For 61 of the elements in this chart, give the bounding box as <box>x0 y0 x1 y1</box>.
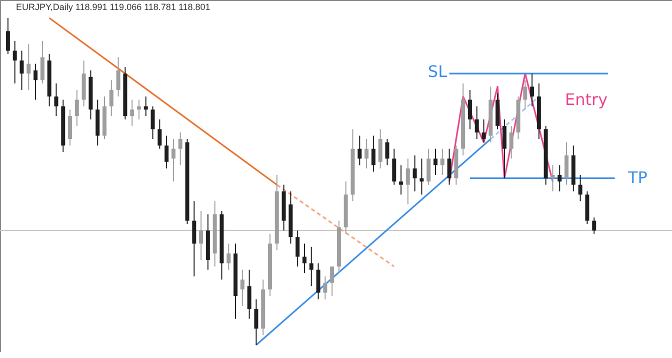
candlestick <box>316 262 320 300</box>
candlestick <box>192 200 196 277</box>
candlestick <box>406 158 410 205</box>
candlestick <box>412 154 417 192</box>
candlestick <box>358 135 362 166</box>
candlestick <box>468 89 472 130</box>
candlestick <box>509 125 514 160</box>
candlestick <box>171 138 176 182</box>
candlestick <box>130 99 134 126</box>
candlestick <box>399 164 404 196</box>
candlestick <box>392 148 396 186</box>
candlestick <box>550 164 555 192</box>
candlestick <box>482 118 486 143</box>
candlestick <box>26 44 31 90</box>
candlestick <box>502 118 506 179</box>
candlestick <box>433 148 438 176</box>
candlestick <box>68 109 72 146</box>
candlestick <box>530 73 534 107</box>
candlestick <box>254 298 258 346</box>
candlestick <box>54 82 58 117</box>
candlestick <box>323 276 328 300</box>
chart-title: EURJPY,Daily 118.991 119.066 118.781 118.801 <box>16 2 210 12</box>
candlestick <box>296 230 300 268</box>
candlestick <box>40 40 44 84</box>
candlestick <box>474 106 479 140</box>
candlestick <box>178 132 182 166</box>
candlestick <box>247 269 252 320</box>
candlestick <box>136 99 141 120</box>
candlestick <box>240 269 244 306</box>
candlestick <box>144 96 148 117</box>
candlestick <box>564 142 569 186</box>
candlestick <box>592 216 596 234</box>
candlestick <box>330 266 334 296</box>
candlestick <box>440 148 444 176</box>
annotation: Entry <box>565 90 608 109</box>
candlestick <box>371 135 376 172</box>
candlestick <box>116 56 120 97</box>
annotation: SL <box>428 62 448 81</box>
annotation: TP <box>627 168 648 187</box>
candlestick <box>420 158 424 196</box>
candlestick <box>20 50 24 90</box>
candlestick <box>426 148 431 186</box>
candlestick <box>109 80 114 117</box>
candlestick <box>226 243 231 270</box>
candlestick <box>309 246 314 287</box>
candlestick <box>578 174 582 202</box>
candlestick <box>12 40 17 84</box>
candlestick <box>158 118 162 150</box>
candlestick <box>34 63 38 100</box>
candlestick <box>385 138 390 166</box>
candlestick <box>364 138 369 169</box>
candlestick <box>164 135 169 169</box>
candlestick <box>302 243 306 274</box>
candlestick <box>558 164 562 192</box>
candlestick <box>378 128 382 169</box>
candlestick <box>447 148 452 186</box>
candlestick <box>74 89 79 126</box>
candlestick <box>523 80 528 110</box>
candlestick <box>199 210 204 260</box>
candlestick <box>150 106 155 140</box>
candlestick <box>6 18 10 54</box>
